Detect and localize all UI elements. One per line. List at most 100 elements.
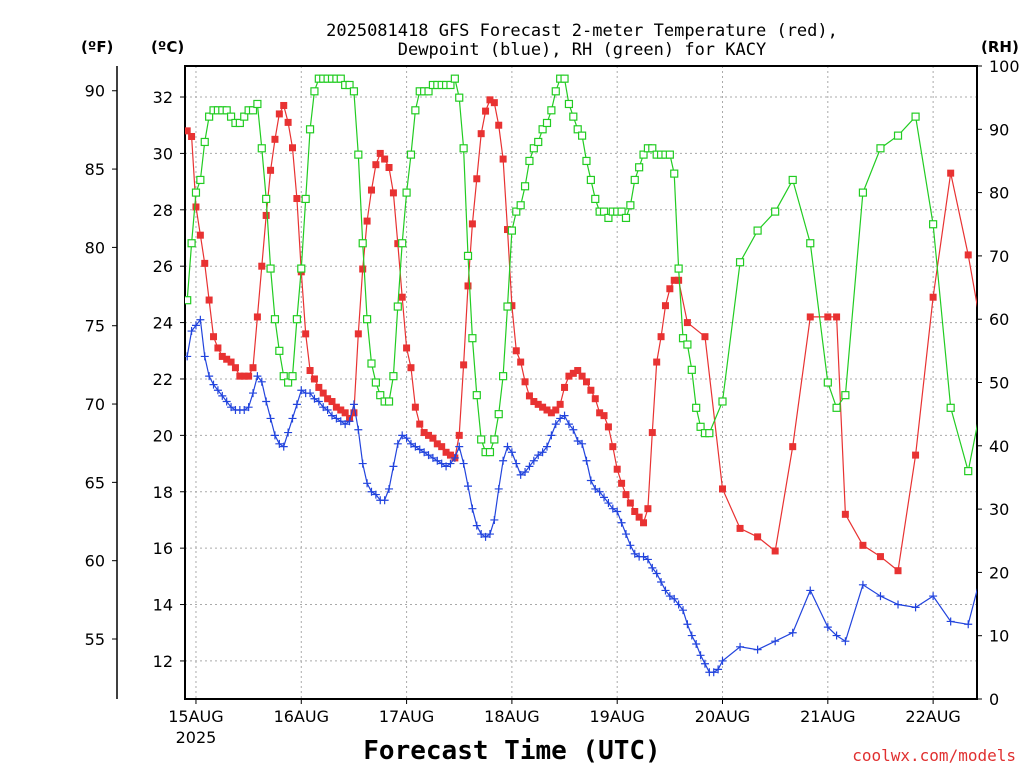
temperature-point — [214, 344, 222, 352]
temperature-point — [622, 491, 630, 499]
temperature-point — [666, 285, 674, 293]
temperature-point — [411, 403, 419, 411]
rh-tick-label: 10 — [989, 627, 1009, 646]
rh-point — [345, 80, 354, 90]
dewpoint-point — [858, 580, 867, 589]
rh-point — [270, 315, 280, 324]
rh-point — [753, 226, 762, 235]
temperature-point — [376, 149, 384, 157]
rh-point — [823, 378, 832, 387]
temperature-point — [648, 429, 656, 437]
temperature-point — [876, 553, 884, 561]
temperature-point — [482, 107, 490, 115]
rh-point — [718, 397, 727, 406]
rh-point — [459, 144, 468, 153]
dewpoint-point — [600, 493, 609, 502]
temperature-point — [894, 567, 902, 575]
rh-point — [503, 302, 512, 311]
rh-point — [683, 340, 692, 349]
x-tick-label: 17AUG — [379, 707, 434, 726]
rh-tick-label: 80 — [989, 184, 1009, 203]
rh-point — [253, 99, 262, 109]
rh-point — [362, 315, 372, 324]
dewpoint-point — [661, 586, 670, 595]
fahrenheit-tick-label: 80 — [85, 238, 105, 257]
rh-unit-label: (RH) — [981, 38, 1019, 56]
axes — [112, 65, 982, 704]
rh-point — [305, 125, 315, 134]
dewpoint-point — [428, 453, 437, 462]
source-credit[interactable]: coolwx.com/models — [852, 746, 1016, 765]
temperature-point — [319, 389, 327, 397]
celsius-tick-label: 12 — [153, 652, 173, 671]
rh-point — [520, 182, 530, 191]
fahrenheit-tick-label: 60 — [85, 552, 105, 571]
temperature-point — [293, 195, 301, 203]
dewpoint-point — [643, 555, 652, 564]
rh-point — [485, 448, 495, 457]
dewpoint-point — [253, 372, 262, 381]
dewpoint-point — [736, 642, 745, 651]
temperature-point — [578, 372, 586, 380]
rh-point — [424, 87, 433, 96]
dewpoint-point — [551, 420, 560, 429]
temperature-point — [539, 403, 547, 411]
dewpoint-point — [205, 372, 214, 381]
dewpoint-point — [341, 420, 350, 429]
dewpoint-point — [670, 594, 679, 603]
rh-point — [858, 188, 868, 197]
rh-point — [560, 74, 569, 83]
rh-point — [279, 372, 288, 381]
rh-tick-label: 40 — [989, 437, 1009, 456]
rh-point — [406, 150, 416, 159]
dewpoint-point — [257, 377, 266, 386]
rh-point — [389, 372, 398, 381]
rh-point — [665, 150, 674, 159]
rh-point — [534, 137, 543, 147]
dewpoint-point — [718, 656, 727, 665]
dewpoint-point — [911, 603, 920, 612]
dewpoint-point — [306, 389, 315, 398]
fahrenheit-tick-label: 75 — [85, 317, 105, 336]
rh-point — [876, 144, 885, 153]
temperature-point — [367, 186, 375, 194]
dewpoint-point — [674, 600, 683, 609]
dewpoint-point — [213, 386, 222, 395]
temperature-point — [403, 344, 411, 352]
dewpoint-point — [591, 484, 600, 493]
rh-point — [455, 93, 464, 102]
temperature-point — [486, 96, 494, 104]
dewpoint-point — [354, 425, 363, 434]
temperature-point — [556, 400, 564, 408]
rh-tick-label: 0 — [989, 690, 999, 709]
temperature-point — [464, 282, 472, 290]
dewpoint-point — [468, 504, 477, 513]
temperature-point — [196, 231, 204, 239]
temperature-point — [446, 451, 454, 459]
temperature-point — [771, 547, 779, 555]
dewpoint-point — [604, 499, 613, 508]
dewpoint-point — [832, 631, 841, 640]
dewpoint-point — [244, 403, 253, 412]
temperature-point — [328, 398, 336, 406]
temperature-point — [385, 164, 393, 172]
rh-point — [292, 315, 301, 324]
dewpoint-point — [424, 451, 433, 460]
dewpoint-point — [639, 552, 648, 561]
celsius-tick-label: 32 — [153, 88, 173, 107]
temperature-point — [310, 375, 318, 383]
rh-point — [582, 156, 591, 166]
dewpoint-point — [187, 327, 196, 336]
temperature-point — [530, 398, 538, 406]
temperature-point — [1000, 429, 1007, 436]
chart-title-line-2: Dewpoint (blue), RH (green) for KACY — [398, 40, 766, 60]
dewpoint-point — [420, 448, 429, 457]
celsius-tick-label: 24 — [153, 314, 173, 333]
rh-point — [288, 372, 297, 381]
rh-point — [226, 112, 236, 121]
temperature-point — [363, 217, 371, 225]
dewpoint-point — [542, 442, 551, 451]
temperature-point — [271, 135, 279, 143]
dewpoint-point — [327, 411, 336, 420]
dewpoint-point — [582, 456, 591, 465]
